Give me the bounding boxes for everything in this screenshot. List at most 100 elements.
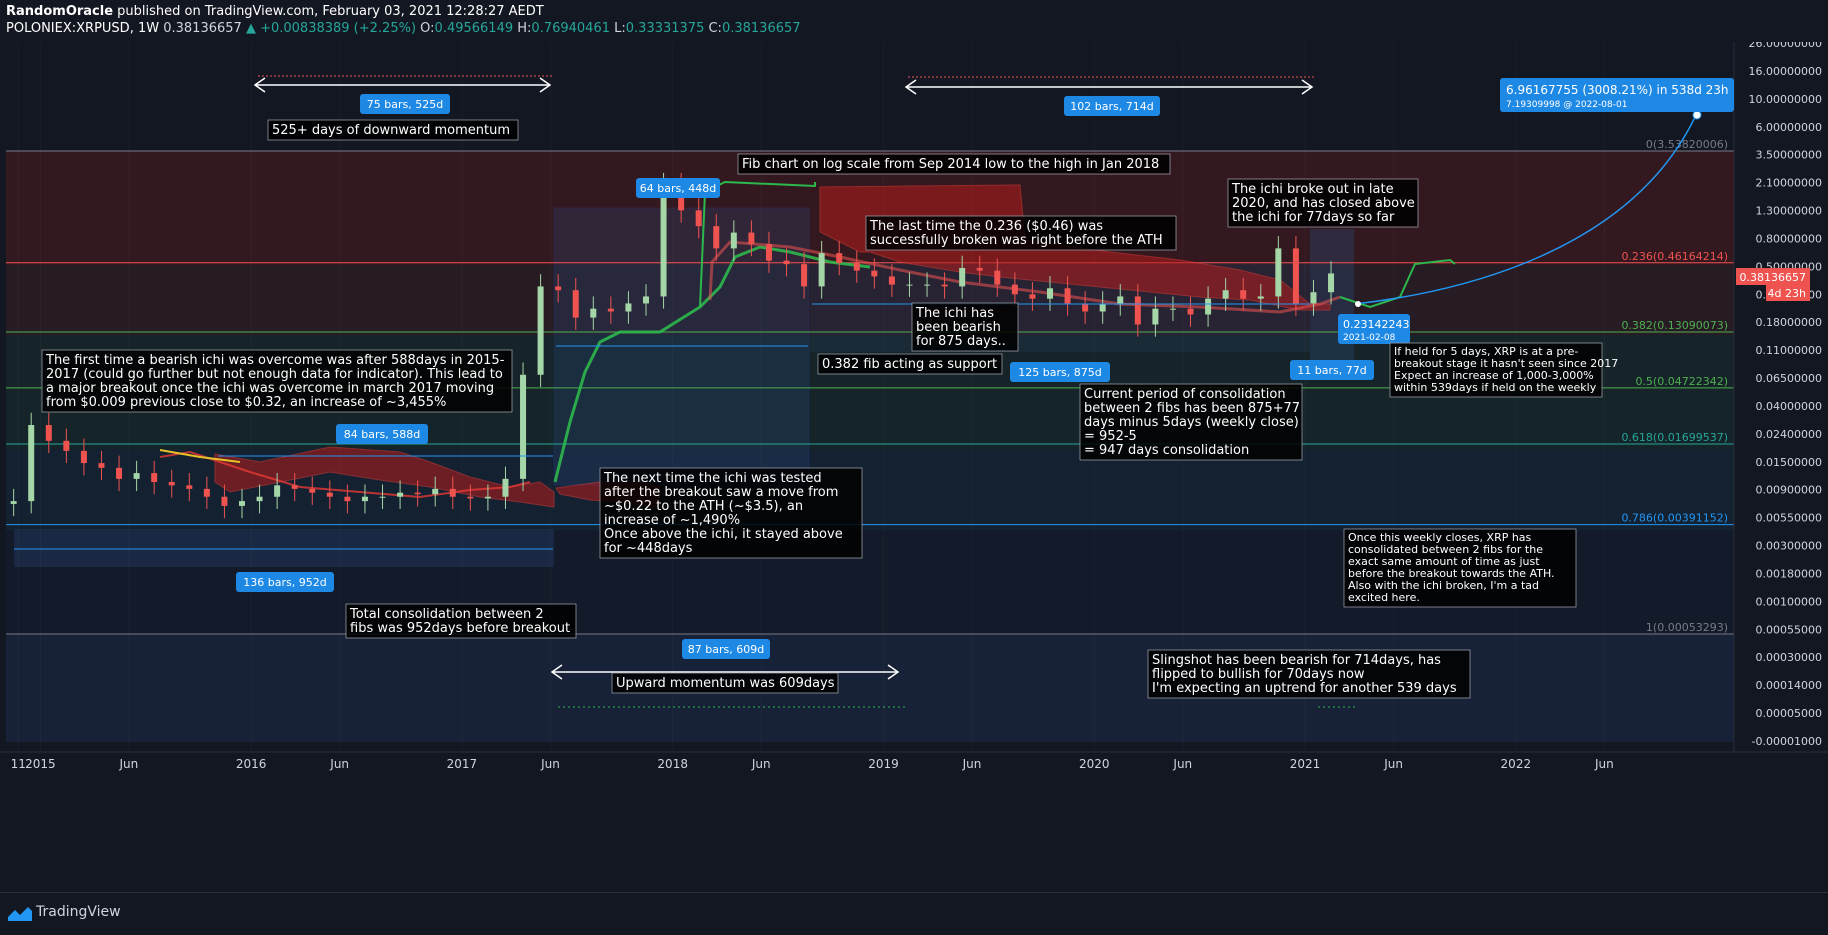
y-tick-label: 0.00055000 (1756, 623, 1822, 636)
y-tick-label: 0.00100000 (1756, 595, 1822, 608)
open-value: 0.49566149 (434, 21, 514, 36)
y-tick-label: 0.11000000 (1756, 344, 1822, 357)
candle-body (1257, 296, 1264, 299)
annotation-bg (1079, 383, 1303, 461)
candle-body (344, 496, 351, 502)
candle-body (1011, 284, 1018, 295)
annotation-bg (1389, 342, 1603, 398)
y-tick-label: 0.00550000 (1756, 512, 1822, 525)
annotation-bg (345, 603, 577, 639)
arrow-714d (904, 79, 1314, 95)
candle-body (590, 308, 597, 318)
candle-body (63, 440, 70, 451)
candle-body (1292, 248, 1299, 304)
annotation-text: The next time the ichi was tested (603, 471, 822, 486)
candle-body (1187, 308, 1194, 315)
x-tick-label: 2020 (1079, 757, 1110, 771)
low-label: L: (614, 21, 626, 36)
y-tick-label: 1.30000000 (1756, 205, 1822, 218)
candle-body (976, 267, 983, 271)
candle-body (28, 425, 35, 502)
annotation-text: breakout stage it hasn't seen since 2017 (1394, 357, 1618, 370)
candle-body (309, 488, 316, 493)
svg-text:125 bars, 875d: 125 bars, 875d (1018, 366, 1101, 379)
annotation-bg (611, 672, 839, 694)
annotation-text: days minus 5days (weekly close) (1084, 415, 1299, 430)
y-tick-label: 0.06500000 (1756, 372, 1822, 385)
candle-body (1029, 294, 1036, 299)
x-tick-label: 2016 (236, 757, 267, 771)
x-tick-label: Jun (751, 757, 771, 771)
y-tick-label: 6.00000000 (1756, 121, 1822, 134)
candle-body (1240, 290, 1247, 299)
candle-body (1275, 248, 1282, 297)
annotation-text: exact same amount of time as just (1348, 555, 1540, 568)
y-tick-label: 0.02400000 (1756, 428, 1822, 441)
x-tick-label: Jun (540, 757, 560, 771)
tradingview-brand[interactable]: TradingView (36, 904, 121, 920)
tradingview-logo-icon[interactable] (8, 905, 32, 921)
annotation-bg (817, 353, 1003, 375)
countdown-label: 4d 23h (1768, 287, 1806, 300)
y-tick-label: 0.00014000 (1756, 679, 1822, 692)
chart-area[interactable]: 0(3.53820006) 0.236(0.46164214) 0.382(0.13… (0, 37, 1828, 892)
open-label: O: (420, 21, 435, 36)
ichi-lead-green (699, 180, 816, 308)
y-tick-label: 3.50000000 (1756, 149, 1822, 162)
svg-text:75 bars, 525d: 75 bars, 525d (367, 98, 443, 111)
svg-text:84 bars, 588d: 84 bars, 588d (344, 428, 420, 441)
y-axis-panel[interactable] (1734, 42, 1828, 752)
price-chart[interactable]: 0(3.53820006) 0.236(0.46164214) 0.382(0.13… (0, 37, 1828, 892)
annotation-text: between 2 fibs has been 875+77 (1084, 401, 1300, 416)
svg-text:2021-02-08: 2021-02-08 (1343, 333, 1396, 343)
annotation-text: Current period of consolidation (1084, 387, 1286, 402)
candle-body (924, 284, 931, 286)
x-tick-label: 2017 (447, 757, 478, 771)
y-tick-label: 0.01500000 (1756, 456, 1822, 469)
candle-body (625, 303, 632, 312)
x-tick-label: Jun (1594, 757, 1614, 771)
annotation-text: ~$0.22 to the ATH (~$3.5), an (604, 499, 803, 514)
candle-body (484, 496, 491, 499)
low-value: 0.33331375 (625, 21, 705, 36)
annotation-text: 2017 (could go further but not enough da… (46, 367, 503, 382)
chart-header: RandomOracle published on TradingView.co… (0, 0, 1828, 42)
candle-body (520, 374, 527, 479)
annotation-text: The first time a bearish ichi was overco… (45, 353, 505, 368)
candle-body (555, 286, 562, 291)
candle-body (432, 488, 439, 495)
annotations: 525+ days of downward momentum Fib chart … (41, 119, 1618, 699)
close-value: 0.38136657 (721, 21, 801, 36)
candle-body (45, 425, 52, 441)
candle-body (1152, 308, 1159, 325)
annotation-bg (1147, 649, 1471, 699)
candle-body (959, 267, 966, 287)
candle-body (765, 243, 772, 261)
fib-label: 0(3.53820006) (1646, 138, 1728, 151)
annotation-bg (865, 215, 1177, 251)
publish-info: published on TradingView.com, February 0… (113, 4, 544, 19)
candle-body (1064, 288, 1071, 304)
x-tick-label: 11 (11, 757, 26, 771)
candle-body (1134, 296, 1141, 325)
annotation-text: Total consolidation between 2 (349, 607, 544, 622)
projection-start-dot (1355, 301, 1361, 307)
candle-body (238, 501, 245, 506)
symbol-name[interactable]: POLONIEX:XRPUSD, 1W (6, 21, 160, 36)
candle-body (713, 226, 720, 249)
annotation-text: after the breakout saw a move from (604, 485, 838, 500)
y-tick-label: 0.00300000 (1756, 540, 1822, 553)
fib-label: 1(0.00053293) (1646, 621, 1728, 634)
projection-end-dot (1692, 110, 1702, 120)
annotation-box: Upward momentum was 609days (611, 672, 839, 694)
current-price-tag[interactable] (1736, 268, 1810, 285)
annotation-box: 0.382 fib acting as support (817, 353, 1003, 375)
fib-label: 0.236(0.46164214) (1621, 250, 1728, 263)
range-label-952d: 136 bars, 952d (236, 572, 334, 592)
fib-label: 0.618(0.01699537) (1621, 431, 1728, 444)
annotation-text: 525+ days of downward momentum (272, 123, 510, 138)
annotation-box: Once this weekly closes, XRP hasconsolid… (1343, 528, 1577, 608)
candle-body (730, 232, 737, 249)
publisher-name[interactable]: RandomOracle (6, 4, 114, 19)
